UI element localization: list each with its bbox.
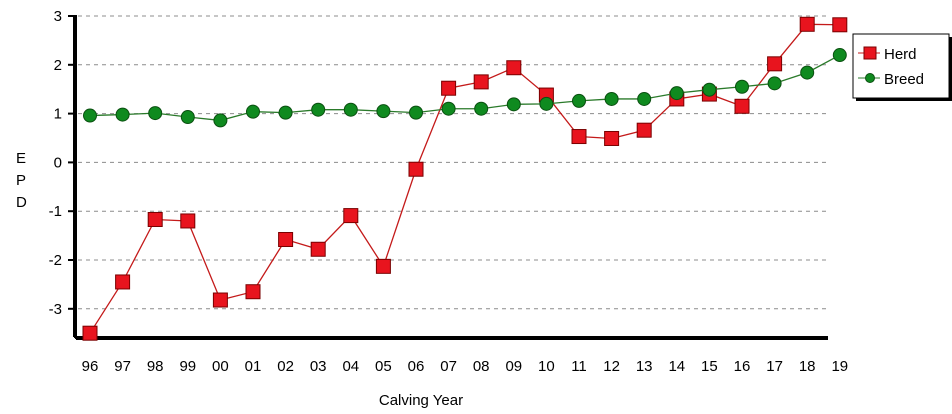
series	[82, 16, 848, 341]
herd-point	[245, 284, 261, 300]
breed-point	[669, 86, 684, 101]
breed-point	[506, 97, 521, 112]
breed-point	[409, 105, 423, 120]
y-tick-label: -2	[49, 252, 62, 269]
herd-point	[571, 129, 587, 145]
breed-point	[376, 104, 391, 119]
y-tick-label: 0	[54, 154, 62, 171]
breed-point	[735, 79, 749, 94]
x-tick-label: 07	[440, 358, 457, 375]
legend-box	[852, 33, 950, 99]
y-tick-labels: 3 2 1 0 -1 -2 -3	[49, 8, 74, 318]
legend-herd-label: Herd	[884, 46, 917, 63]
breed-point	[702, 82, 717, 97]
herd-point	[506, 60, 522, 76]
breed-point	[83, 108, 97, 123]
breed-point	[278, 105, 293, 120]
herd-point	[82, 325, 98, 341]
y-axis-title-letter-3: D	[16, 194, 27, 211]
x-tick-label: 16	[734, 358, 751, 375]
herd-point	[604, 130, 620, 146]
herd-point	[799, 16, 815, 32]
breed-point	[180, 110, 195, 125]
x-tick-labels: 96 97 98 99 00 01 02 03 04 05 06 07 08 09 10 11 12 13 14 15…	[82, 358, 848, 375]
herd-point	[212, 292, 228, 308]
y-tick-label: 3	[54, 8, 62, 25]
x-tick-label: 05	[375, 358, 392, 375]
x-tick-label: 03	[310, 358, 327, 375]
herd-point	[115, 274, 131, 290]
breed-point	[311, 102, 326, 117]
herd-point	[310, 241, 326, 257]
x-tick-label: 04	[342, 358, 359, 375]
herd-point	[343, 208, 359, 224]
legend-breed-marker	[865, 73, 875, 83]
breed-point	[637, 91, 652, 106]
x-tick-label: 11	[571, 358, 587, 375]
breed-point	[213, 113, 228, 128]
breed-point	[148, 106, 163, 121]
x-tick-label: 17	[766, 358, 783, 375]
herd-point	[734, 98, 750, 114]
x-tick-label: 14	[668, 358, 685, 375]
y-tick-label: 1	[54, 106, 62, 123]
y-axis-title-letter-2: P	[16, 172, 26, 189]
herd-point	[441, 80, 457, 96]
x-tick-label: 96	[82, 358, 99, 375]
y-axis-title: E P D	[16, 150, 27, 211]
x-tick-label: 12	[603, 358, 620, 375]
herd-point	[832, 17, 848, 33]
breed-point	[343, 102, 358, 117]
breed-point	[767, 76, 782, 91]
x-tick-label: 15	[701, 358, 718, 375]
herd-point	[473, 74, 489, 90]
herd-point	[147, 211, 163, 227]
legend-breed-label: Breed	[884, 71, 924, 88]
y-tick-label: 2	[54, 57, 62, 74]
x-tick-label: 10	[538, 358, 555, 375]
breed-point	[474, 101, 489, 116]
y-tick-label: -3	[49, 301, 62, 318]
axes	[73, 15, 828, 340]
x-tick-label: 02	[277, 358, 294, 375]
x-tick-label: 97	[114, 358, 131, 375]
x-tick-label: 01	[245, 358, 262, 375]
x-tick-label: 13	[636, 358, 653, 375]
gridlines	[78, 15, 826, 310]
breed-point	[800, 65, 815, 80]
x-tick-label: 00	[212, 358, 229, 375]
series-line-herd	[89, 23, 840, 334]
x-tick-label: 08	[473, 358, 490, 375]
herd-point	[408, 161, 424, 177]
breed-point	[441, 101, 456, 116]
herd-point	[278, 232, 294, 248]
x-tick-label: 98	[147, 358, 164, 375]
herd-point	[180, 213, 196, 229]
x-axis-title: Calving Year	[379, 392, 463, 409]
breed-point	[572, 93, 586, 108]
x-tick-label: 19	[831, 358, 848, 375]
legend-herd-marker	[863, 46, 877, 60]
y-axis-title-letter-1: E	[16, 150, 26, 167]
x-tick-label: 18	[799, 358, 816, 375]
breed-point	[604, 91, 619, 106]
legend: Herd Breed	[852, 33, 952, 101]
x-tick-label: 99	[179, 358, 196, 375]
herd-point	[767, 56, 783, 72]
breed-point	[246, 104, 260, 119]
x-tick-label: 09	[505, 358, 522, 375]
herd-point	[375, 258, 391, 274]
x-tick-label: 06	[408, 358, 425, 375]
herd-point	[636, 122, 652, 138]
breed-point	[832, 48, 847, 63]
breed-point	[539, 96, 554, 111]
breed-point	[115, 107, 130, 122]
y-tick-label: -1	[49, 203, 62, 220]
